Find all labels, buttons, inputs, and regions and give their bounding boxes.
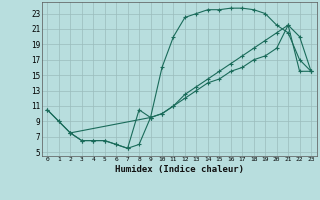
X-axis label: Humidex (Indice chaleur): Humidex (Indice chaleur) [115, 165, 244, 174]
